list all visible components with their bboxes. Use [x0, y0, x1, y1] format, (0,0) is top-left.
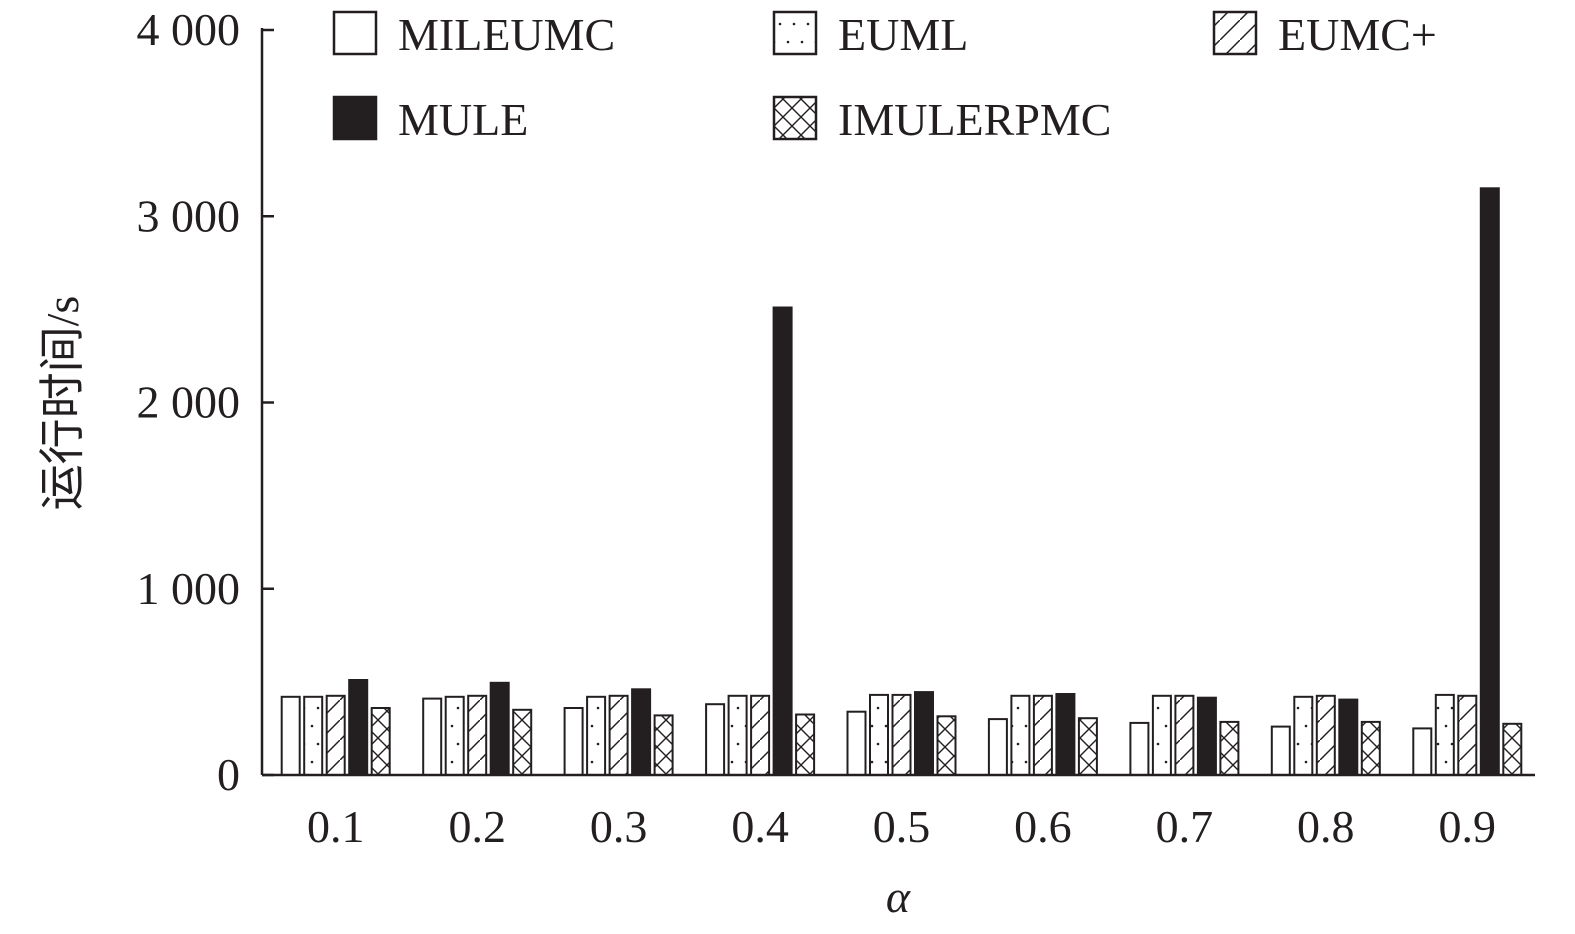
axes-layer: 0 1 000 2 000 3 000 4 000 — [137, 4, 1535, 800]
bar-eumc--0-8 — [1315, 694, 1336, 776]
y-tick-label: 0 — [217, 749, 240, 800]
bar-mileumc-0-5 — [846, 710, 867, 777]
bars-layer: 0.1 0.2 0.3 0.4 0.5 0.6 0.7 0.8 0.9 — [280, 187, 1523, 852]
x-axis-title: α — [886, 871, 911, 922]
legend-swatch-mule — [332, 95, 378, 141]
bar-mileumc-0-3 — [563, 707, 584, 776]
bar-eumc--0-9 — [1457, 694, 1478, 776]
bar-euml-0-6 — [1010, 694, 1031, 776]
x-tick-label: 0.4 — [731, 801, 789, 852]
x-tick-label: 0.8 — [1297, 801, 1355, 852]
y-tick-label: 3 000 — [137, 190, 241, 241]
bar-mileumc-0-8 — [1270, 725, 1291, 776]
bar-mileumc-0-4 — [705, 703, 726, 777]
x-tick-label: 0.9 — [1439, 801, 1497, 852]
bar-mule-0-9 — [1479, 187, 1500, 777]
y-tick-label: 2 000 — [137, 377, 241, 428]
x-tick-label: 0.6 — [1014, 801, 1072, 852]
bar-mule-0-3 — [631, 688, 652, 776]
bar-imulerpmc-0-8 — [1360, 720, 1381, 777]
y-axis-title: 运行时间/s — [37, 296, 88, 511]
bar-eumc--0-1 — [325, 694, 346, 776]
bar-mileumc-0-9 — [1412, 727, 1433, 777]
bar-eumc--0-6 — [1032, 694, 1053, 776]
bar-imulerpmc-0-1 — [370, 707, 391, 776]
bar-mule-0-2 — [489, 681, 510, 776]
x-tick-label: 0.3 — [590, 801, 648, 852]
x-tick-label: 0.5 — [873, 801, 931, 852]
bar-euml-0-4 — [727, 694, 748, 776]
legend-label-eumc-: EUMC+ — [1278, 9, 1437, 60]
bar-imulerpmc-0-2 — [512, 708, 533, 776]
legend-swatch-imulerpmc — [772, 95, 818, 141]
bar-euml-0-2 — [444, 695, 465, 776]
bar-imulerpmc-0-9 — [1502, 722, 1523, 776]
x-tick-label: 0.2 — [448, 801, 506, 852]
bar-mule-0-8 — [1338, 698, 1359, 776]
bar-mule-0-1 — [348, 679, 369, 776]
legend-label-euml: EUML — [838, 9, 968, 60]
bar-euml-0-7 — [1151, 694, 1172, 776]
bar-mileumc-0-7 — [1129, 721, 1150, 777]
bar-euml-0-5 — [869, 693, 889, 777]
bar-eumc--0-7 — [1174, 694, 1195, 776]
bar-mileumc-0-6 — [987, 718, 1008, 776]
x-tick-label: 0.1 — [307, 801, 365, 852]
bar-imulerpmc-0-4 — [795, 713, 816, 776]
bar-eumc--0-4 — [750, 694, 771, 776]
bar-mileumc-0-2 — [422, 697, 443, 776]
bar-mule-0-7 — [1196, 696, 1217, 777]
bar-mule-0-6 — [1055, 693, 1076, 776]
legend-swatch-euml — [772, 10, 818, 56]
bar-euml-0-9 — [1434, 693, 1455, 777]
bar-mule-0-4 — [772, 306, 793, 776]
bar-imulerpmc-0-7 — [1219, 720, 1240, 777]
bar-mileumc-0-1 — [280, 695, 301, 776]
bar-eumc--0-3 — [608, 694, 629, 776]
legend-label-mule: MULE — [398, 94, 528, 145]
bar-eumc--0-5 — [891, 693, 912, 777]
bar-euml-0-1 — [303, 695, 324, 776]
bar-imulerpmc-0-3 — [653, 714, 674, 777]
bar-mule-0-5 — [914, 691, 934, 776]
y-tick-label: 1 000 — [137, 563, 241, 614]
bar-imulerpmc-0-5 — [936, 715, 957, 776]
x-tick-label: 0.7 — [1156, 801, 1214, 852]
legend-label-mileumc: MILEUMC — [398, 9, 615, 60]
legend-label-imulerpmc: IMULERPMC — [838, 94, 1111, 145]
bar-euml-0-3 — [586, 695, 607, 776]
bar-imulerpmc-0-6 — [1077, 717, 1098, 777]
legend-swatch-mileumc — [332, 10, 378, 56]
legend-swatch-eumc- — [1212, 10, 1258, 56]
legend: MILEUMC EUML EUMC+ MULE IMULERPMC — [332, 9, 1437, 145]
bar-euml-0-8 — [1293, 695, 1314, 776]
bar-eumc--0-2 — [467, 694, 488, 776]
y-tick-label: 4 000 — [137, 4, 241, 55]
